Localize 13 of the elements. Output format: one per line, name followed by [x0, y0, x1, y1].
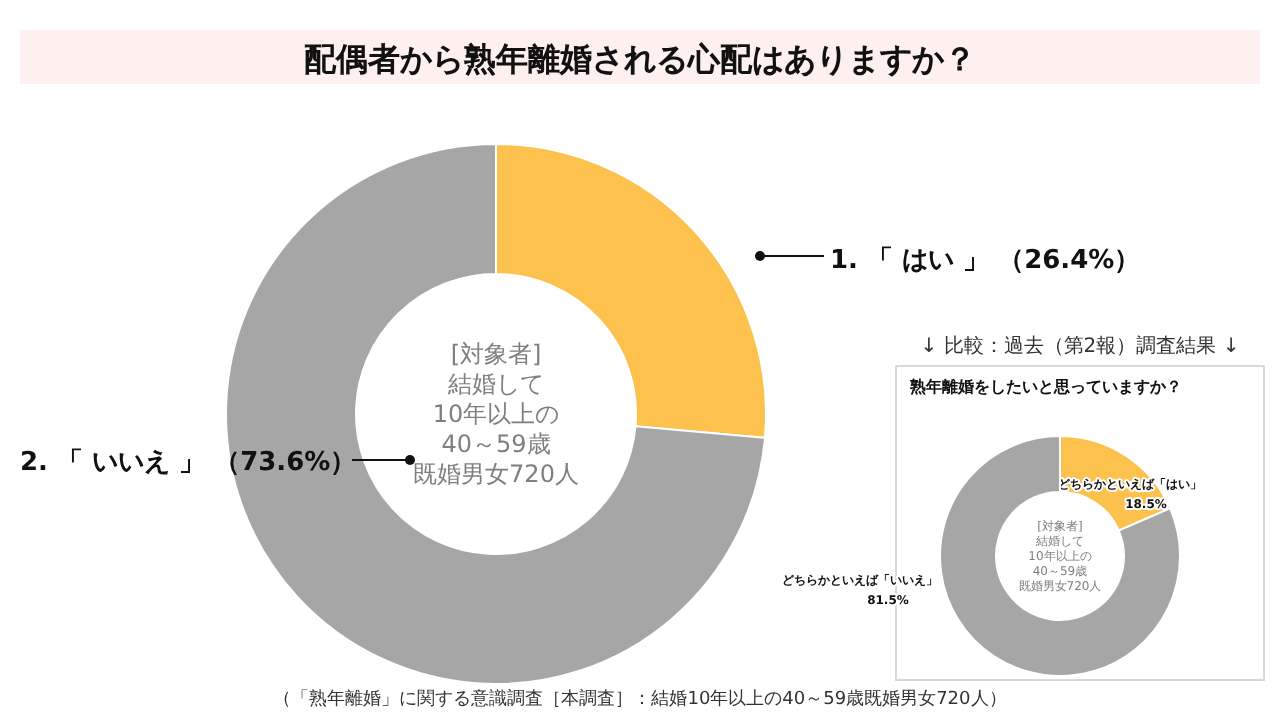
text: 既婚男女720人 [413, 460, 579, 489]
text: 40～59歳 [441, 430, 551, 459]
chart-title: 配偶者から熟年離婚される心配はありますか？ [304, 40, 976, 78]
chart-title: 熟年離婚をしたいと思っていますか？ [908, 378, 1182, 396]
text: [対象者] [450, 340, 542, 369]
donut-slice [939, 435, 1181, 677]
chart-subtitle: ↓ 比較：過去（第2報）調査結果 ↓ [920, 334, 1240, 358]
text: 10年以上の [432, 400, 560, 429]
slice-label: 2. 「 いいえ 」 （73.6%） [20, 448, 357, 478]
text: （「熟年離婚」に関する意識調査［本調査］：結婚10年以上の40～59歳既婚男女720人） [273, 688, 1007, 710]
slice-label: 1. 「 はい 」 （26.4%） [830, 246, 1141, 276]
donut-slice [225, 143, 766, 685]
text: 結婚して [446, 370, 544, 399]
